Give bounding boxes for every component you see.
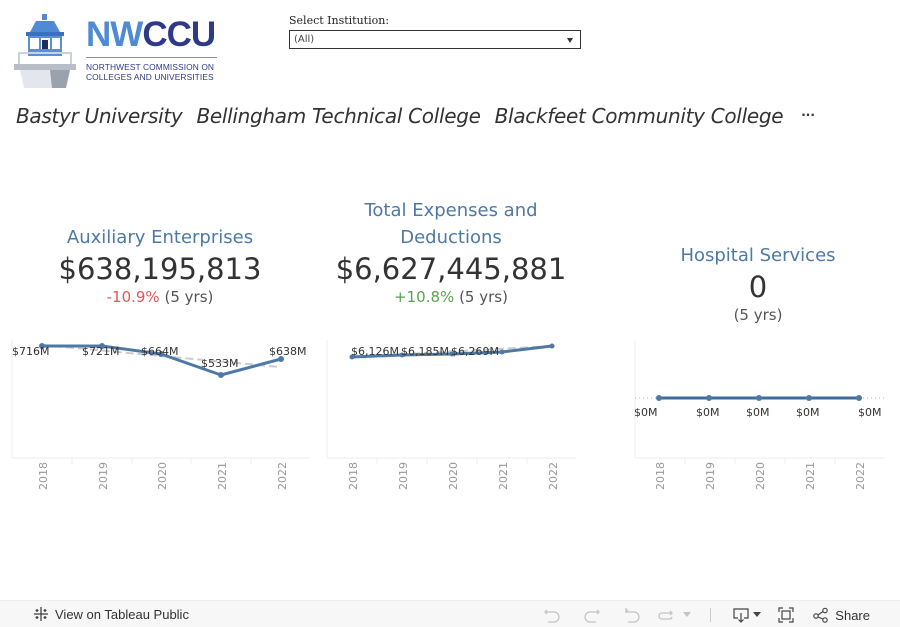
logo-tagline: NORTHWEST COMMISSION ON COLLEGES AND UNI… xyxy=(86,62,214,82)
x-tick-label: 2021 xyxy=(497,462,510,490)
x-tick-label: 2019 xyxy=(97,462,110,490)
kpi-title-line1: Total Expenses and xyxy=(364,200,538,221)
kpi-title: Hospital Services xyxy=(680,245,836,266)
caret-down-icon xyxy=(753,612,762,617)
x-tick-label: 2020 xyxy=(754,462,767,490)
institution-list: Bastyr University Bellingham Technical C… xyxy=(16,104,815,128)
fullscreen-icon xyxy=(778,607,794,623)
logo-divider xyxy=(86,57,217,58)
toolbar-actions: Share xyxy=(532,605,870,625)
data-label: $533M xyxy=(201,357,239,370)
logo-brand-ccu: CCU xyxy=(142,15,216,54)
dropdown-arrow-icon xyxy=(567,38,573,43)
data-label: $664M xyxy=(141,345,179,358)
kpi-change-percent: -10.9% xyxy=(106,288,160,306)
data-label: $0M xyxy=(796,406,820,419)
institution-name: Bastyr University xyxy=(16,104,183,128)
data-label: $0M xyxy=(696,406,720,419)
trend-line xyxy=(41,344,281,368)
kpi-change: -10.9% (5 yrs) xyxy=(20,287,300,307)
kpi-title: Auxiliary Enterprises xyxy=(66,227,254,248)
kpi-title-line2: Deductions xyxy=(400,227,502,248)
x-tick-label: 2022 xyxy=(547,462,560,490)
download-icon xyxy=(733,608,749,623)
tableau-toolbar: View on Tableau Public xyxy=(0,600,900,627)
x-tick-label: 2018 xyxy=(37,462,50,490)
kpi-auxiliary-enterprises: Auxiliary Enterprises $638,195,813 -10.9… xyxy=(20,224,300,307)
fullscreen-button[interactable] xyxy=(763,605,809,625)
more-institutions-ellipsis[interactable]: ··· xyxy=(801,108,815,122)
revert-button[interactable] xyxy=(612,605,652,625)
kpi-period: (5 yrs) xyxy=(459,288,508,306)
x-tick-label: 2019 xyxy=(397,462,410,490)
institution-select[interactable]: (All) xyxy=(289,30,581,49)
data-label: $6,269M xyxy=(451,345,499,358)
x-tick-label: 2019 xyxy=(704,462,717,490)
caret-down-icon xyxy=(683,612,692,617)
data-label: $721M xyxy=(82,345,120,358)
institution-name: Blackfeet Community College xyxy=(494,104,784,128)
data-label: $0M xyxy=(746,406,770,419)
undo-icon xyxy=(544,609,560,623)
data-points xyxy=(656,395,862,401)
data-label: $6,185M xyxy=(401,345,449,358)
kpi-period: (5 yrs) xyxy=(164,288,214,306)
lighthouse-icon xyxy=(14,14,76,88)
chart-hospital-services[interactable]: $0M $0M $0M $0M $0M 2018 2019 2020 2021 … xyxy=(620,330,900,500)
x-tick-label: 2022 xyxy=(276,462,289,490)
x-tick-label: 2022 xyxy=(854,462,867,490)
chart-auxiliary-enterprises[interactable]: $716M $721M $664M $533M $638M 2018 2019 … xyxy=(0,330,320,500)
refresh-dropdown-button[interactable] xyxy=(680,605,694,625)
data-points xyxy=(349,343,555,360)
kpi-value: $6,627,445,881 xyxy=(335,252,567,286)
share-label: Share xyxy=(835,607,870,623)
revert-icon xyxy=(625,608,640,623)
logo-brand: NWCCU xyxy=(86,15,216,54)
undo-button[interactable] xyxy=(532,605,572,625)
kpi-change-percent: +10.8% xyxy=(394,288,455,306)
kpi-period: (5 yrs) xyxy=(733,306,783,324)
selected-value: (All) xyxy=(294,34,315,45)
data-label: $6,126M xyxy=(351,345,399,358)
data-label: $716M xyxy=(12,345,50,358)
logo-tagline-line2: COLLEGES AND UNIVERSITIES xyxy=(86,72,214,82)
nwccu-logo: NWCCU NORTHWEST COMMISSION ON COLLEGES A… xyxy=(12,12,222,88)
redo-icon xyxy=(584,609,601,623)
data-points xyxy=(39,343,284,378)
logo-brand-nw: NW xyxy=(86,15,143,54)
kpi-value: 0 xyxy=(748,270,768,304)
share-icon xyxy=(813,607,829,623)
redo-button[interactable] xyxy=(572,605,612,625)
refresh-icon xyxy=(658,610,674,620)
kpi-title: Total Expenses and Deductions xyxy=(310,197,592,251)
tableau-logo-icon xyxy=(34,607,48,621)
kpi-total-expenses: Total Expenses and Deductions $6,627,445… xyxy=(310,197,592,307)
x-tick-label: 2020 xyxy=(447,462,460,490)
filter-label: Select Institution: xyxy=(289,14,390,27)
x-tick-label: 2018 xyxy=(347,462,360,490)
data-label: $638M xyxy=(269,345,307,358)
view-on-tableau-public-link[interactable]: View on Tableau Public xyxy=(33,606,189,622)
chart-total-expenses[interactable]: $6,126M $6,185M $6,269M 2018 2019 2020 2… xyxy=(320,330,590,500)
data-label: $0M xyxy=(858,406,882,419)
download-button[interactable] xyxy=(731,605,763,625)
institution-name: Bellingham Technical College xyxy=(196,104,481,128)
institution-filter: Select Institution: (All) xyxy=(289,14,581,49)
x-tick-label: 2018 xyxy=(654,462,667,490)
kpi-change: (5 yrs) xyxy=(636,305,880,325)
kpi-change: +10.8% (5 yrs) xyxy=(310,287,592,307)
kpi-value: $638,195,813 xyxy=(58,252,262,286)
x-tick-label: 2020 xyxy=(156,462,169,490)
share-button[interactable]: Share xyxy=(813,605,870,625)
view-on-tableau-label: View on Tableau Public xyxy=(55,606,189,622)
x-tick-label: 2021 xyxy=(216,462,229,490)
data-label: $0M xyxy=(634,406,658,419)
kpi-hospital-services: Hospital Services 0 (5 yrs) xyxy=(636,242,880,325)
x-tick-label: 2021 xyxy=(804,462,817,490)
logo-tagline-line1: NORTHWEST COMMISSION ON xyxy=(86,62,215,72)
refresh-button[interactable] xyxy=(652,605,680,625)
toolbar-divider xyxy=(710,608,712,622)
